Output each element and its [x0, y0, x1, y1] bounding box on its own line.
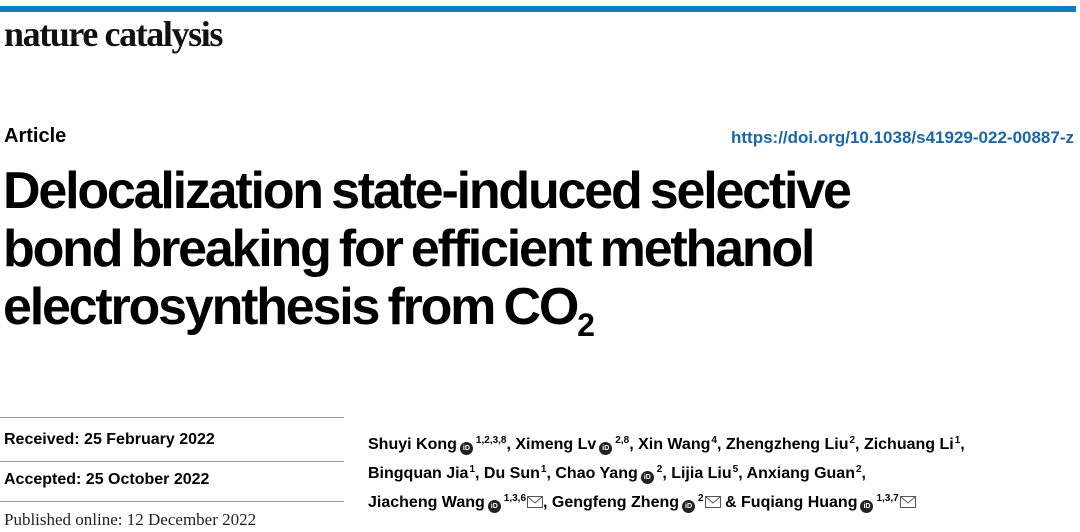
author-name[interactable]: Shuyi Kong [368, 436, 457, 453]
author-name[interactable]: Bingquan Jia [368, 465, 469, 482]
title-line-1: Delocalization state-induced selective [3, 162, 852, 220]
received-date: Received: 25 February 2022 [4, 431, 215, 448]
author-separator: , [716, 436, 726, 453]
affiliation-marker: 1,3,6 [503, 493, 527, 504]
author-name[interactable]: Lijia Liu [671, 465, 732, 482]
author-name[interactable]: Fuqiang Huang [741, 494, 858, 511]
author-separator: , [960, 436, 965, 453]
author-name[interactable]: Du Sun [483, 465, 540, 482]
email-icon[interactable] [704, 496, 721, 508]
title-line-2: bond breaking for efficient methanol [3, 220, 815, 278]
author-separator: , [546, 465, 556, 482]
accepted-date: Accepted: 25 October 2022 [4, 471, 210, 488]
divider [0, 501, 344, 502]
affiliation-marker: 2,8 [615, 435, 630, 446]
email-icon[interactable] [899, 496, 916, 508]
author-name[interactable]: Chao Yang [555, 465, 638, 482]
author-separator: , [543, 494, 552, 511]
divider [0, 417, 344, 418]
author-name[interactable]: Zhengzheng Liu [725, 436, 849, 453]
author-name[interactable]: Anxiang Guan [746, 465, 855, 482]
title-line-3: electrosynthesis from CO2 [3, 278, 595, 343]
title-subscript: 2 [577, 307, 595, 343]
author-separator: , [475, 465, 484, 482]
author-name[interactable]: Ximeng Lv [515, 436, 597, 453]
orcid-icon[interactable]: iD [599, 442, 613, 455]
orcid-icon[interactable]: iD [459, 442, 473, 455]
author-separator: , [662, 465, 672, 482]
affiliation-marker: 2 [656, 464, 663, 475]
doi-link[interactable]: https://doi.org/10.1038/s41929-022-00887… [731, 128, 1074, 147]
author-separator: & [720, 494, 742, 511]
author-name[interactable]: Zichuang Li [863, 436, 954, 453]
email-icon[interactable] [527, 496, 544, 508]
orcid-icon[interactable]: iD [487, 500, 501, 513]
orcid-icon[interactable]: iD [640, 471, 654, 484]
journal-accent-bar [0, 6, 1076, 12]
author-separator: , [861, 465, 866, 482]
author-separator: , [629, 436, 639, 453]
affiliation-marker: 5 [732, 464, 739, 475]
journal-logo[interactable]: nature catalysis [4, 14, 223, 54]
affiliation-marker: 1,3,7 [876, 493, 899, 504]
article-title: Delocalization state-induced selective b… [3, 162, 1003, 354]
author-separator: , [855, 436, 864, 453]
affiliation-marker: 1 [469, 464, 476, 475]
article-type-label: Article [4, 125, 67, 147]
affiliation-marker: 1 [540, 464, 547, 475]
affiliation-marker: 4 [711, 435, 717, 446]
author-separator: , [738, 465, 747, 482]
affiliation-marker: 2 [855, 464, 862, 475]
author-name[interactable]: Xin Wang [638, 436, 711, 453]
affiliation-marker: 1 [954, 435, 961, 446]
author-name[interactable]: Jiacheng Wang [368, 494, 485, 511]
author-name[interactable]: Gengfeng Zheng [551, 494, 680, 511]
affiliation-marker: 2 [849, 435, 856, 446]
published-date: Published online: 12 December 2022 [4, 510, 257, 529]
author-list: Shuyi Kong iD1,2,3,8, Ximeng Lv iD2,8, Xin… [368, 428, 1072, 515]
affiliation-marker: 1,2,3,8 [475, 435, 507, 446]
orcid-icon[interactable]: iD [682, 500, 696, 513]
divider [0, 461, 344, 462]
author-separator: , [506, 436, 516, 453]
orcid-icon[interactable]: iD [860, 500, 874, 513]
affiliation-marker: 2 [698, 493, 704, 504]
